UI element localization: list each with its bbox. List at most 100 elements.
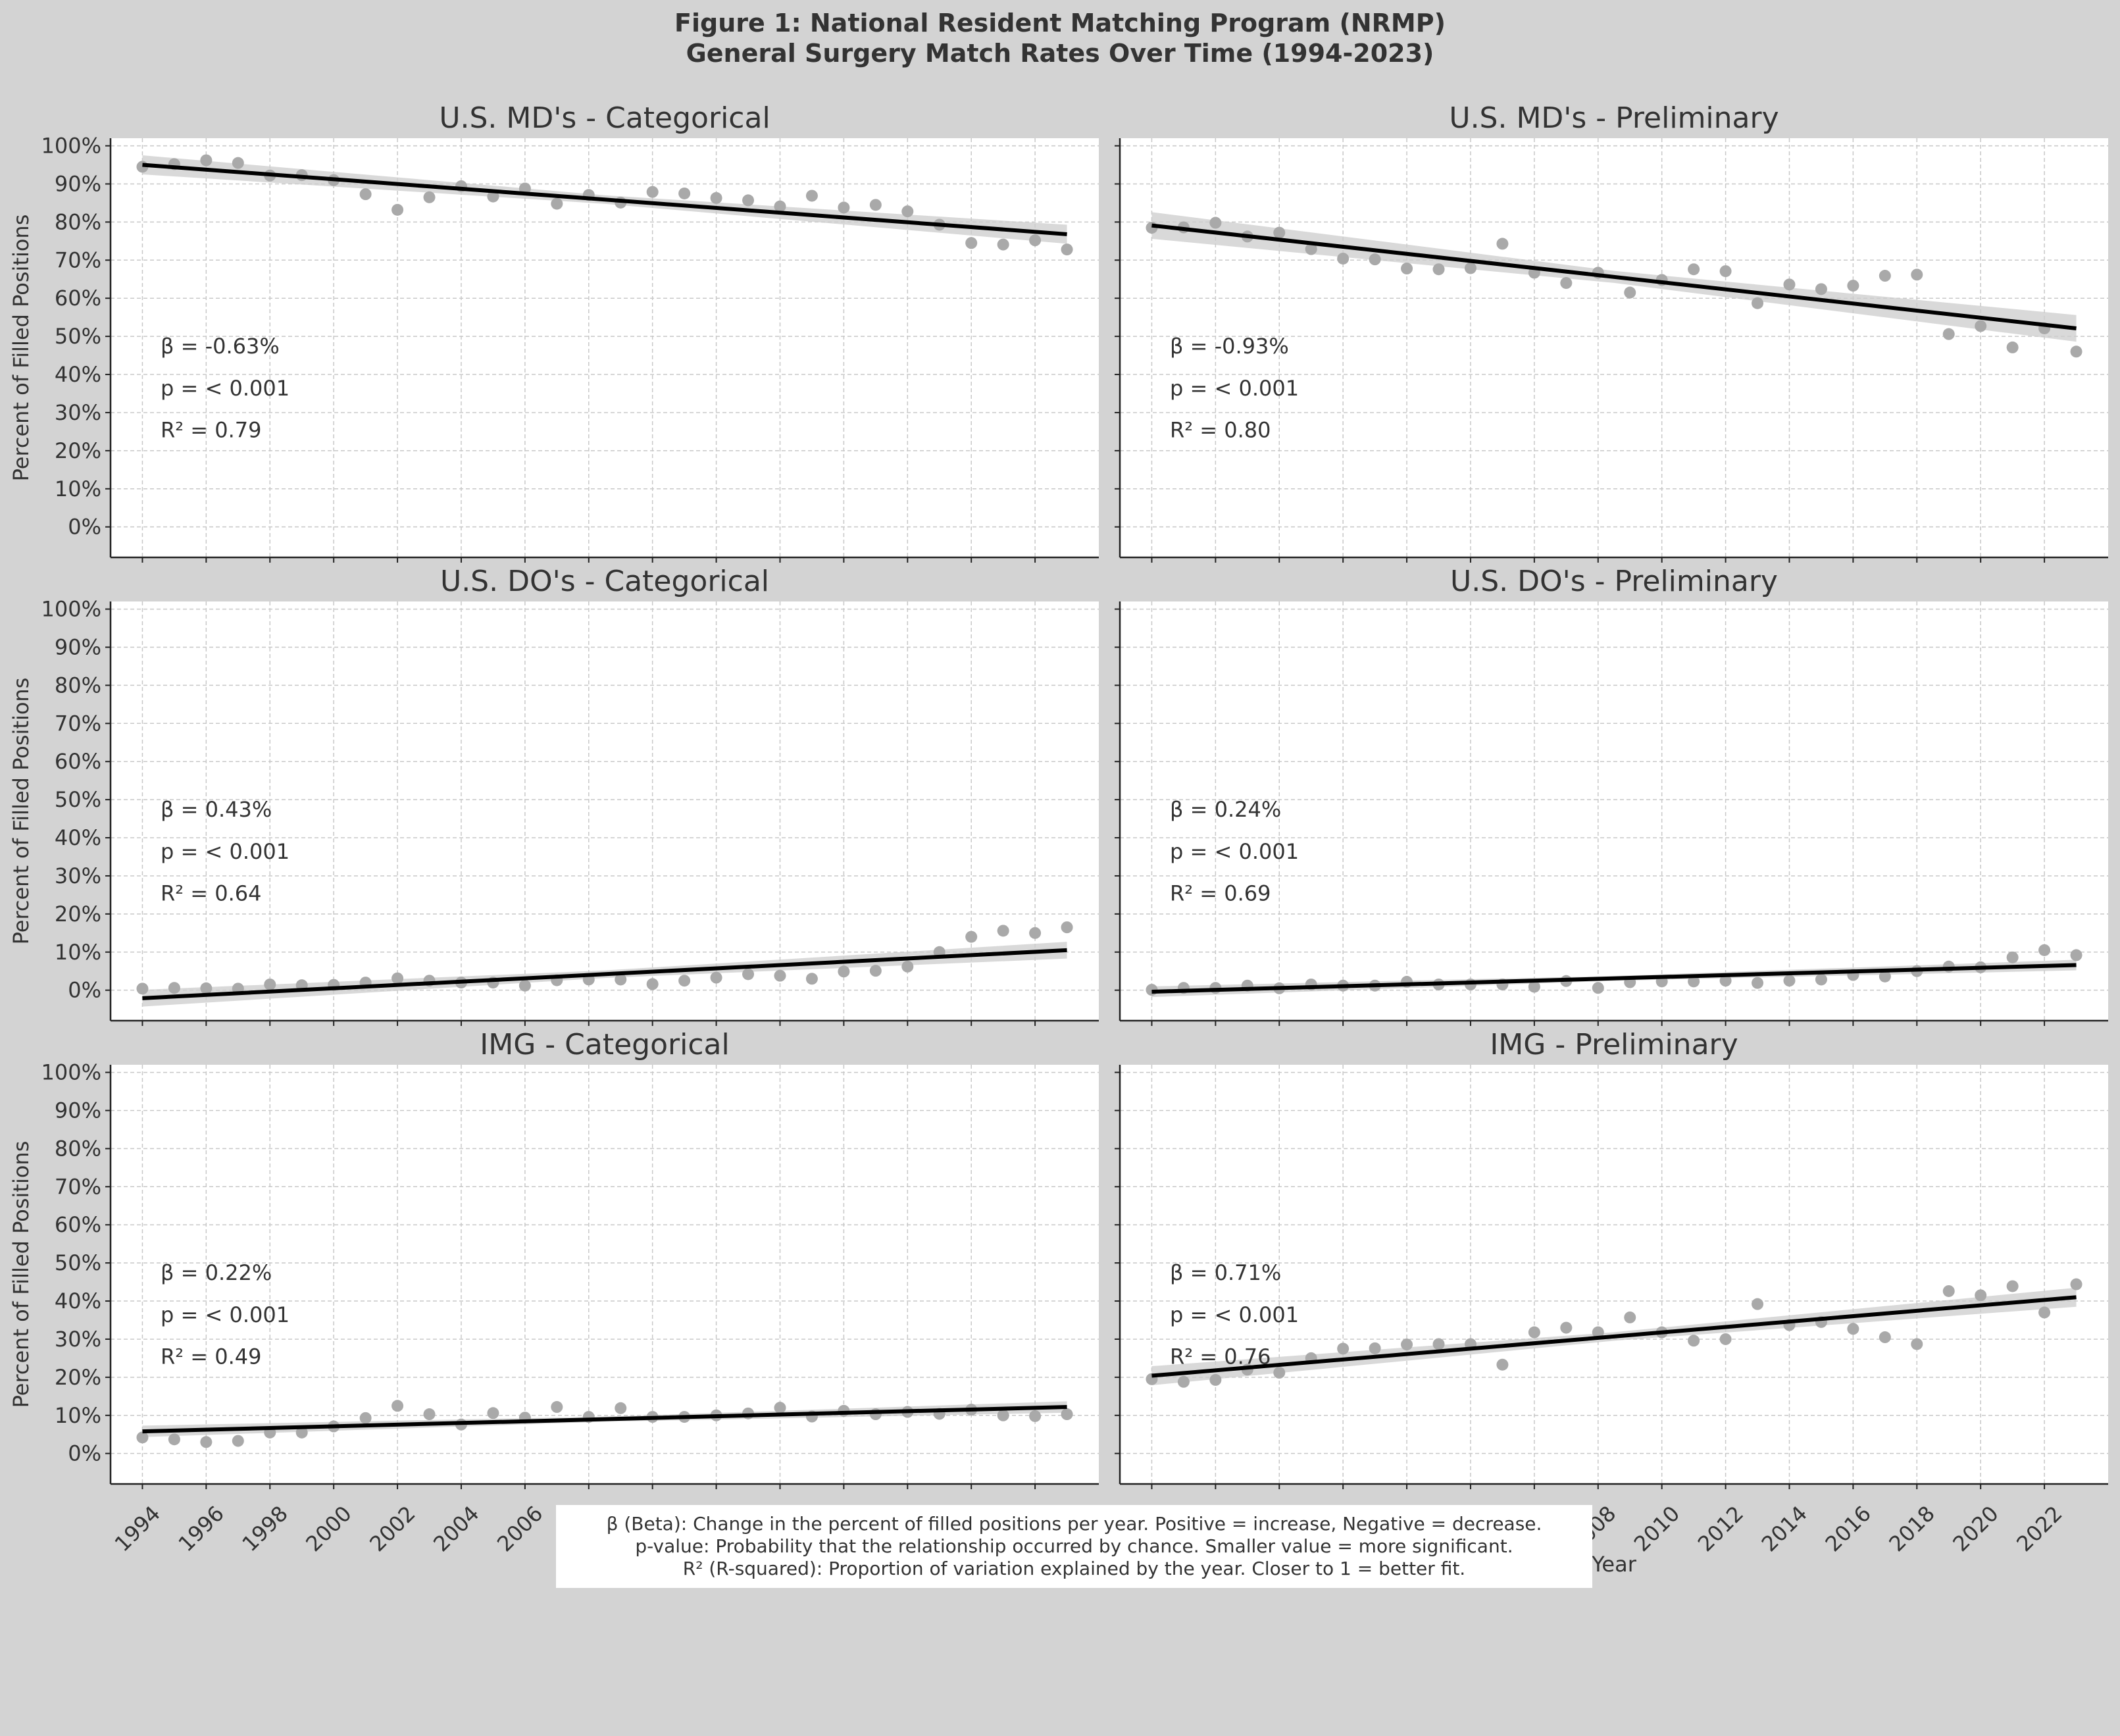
data-point [1337,252,1350,265]
data-point [1029,234,1042,247]
data-point [774,1402,786,1414]
data-point [1847,280,1859,292]
data-point [1688,263,1700,276]
data-point [1401,1339,1413,1351]
data-point [2006,1280,2019,1292]
data-point [1592,1326,1604,1339]
data-point [1369,253,1381,266]
panel-title: U.S. MD's - Preliminary [1449,101,1779,135]
figure-title-line1: Figure 1: National Resident Matching Pro… [674,9,1446,38]
data-point [838,965,850,978]
y-tick-label: 20% [55,902,101,927]
panel-2: U.S. MD's - Preliminary β = -0.93% p = < 0… [1115,101,2108,563]
data-point [1688,1335,1700,1347]
stat-pvalue: p = < 0.001 [161,376,290,401]
data-point [1975,320,1987,332]
y-tick-label: 90% [55,171,101,196]
y-tick-label: 0% [68,515,101,540]
stat-r2: R² = 0.69 [1170,881,1271,906]
data-point [1752,1298,1764,1310]
data-point [1879,1331,1891,1344]
data-point [1752,977,1764,989]
y-tick-label: 100% [41,134,101,159]
regression-line [142,948,1067,1000]
data-point [200,982,213,994]
panel-title: IMG - Categorical [480,1028,729,1061]
stat-pvalue: p = < 0.001 [1170,376,1299,401]
regression-line [1151,1295,2077,1378]
data-point [1273,226,1286,239]
y-tick-label: 30% [55,1327,101,1352]
panel-3: 0% 10% 20% 30% 40% 50% 60% 70% 80% 90% 100% U.S. DO… [9,565,1099,1026]
data-point [615,1402,627,1414]
panel-title: IMG - Preliminary [1490,1028,1738,1061]
stat-beta: β = 0.43% [161,797,272,822]
data-point [1815,973,1827,986]
data-point [965,237,978,249]
data-point [774,200,786,213]
x-tick-label: 2020 [1948,1501,2003,1556]
y-tick-label: 70% [55,711,101,736]
y-tick-label: 10% [55,1403,101,1428]
stat-r2: R² = 0.76 [1170,1344,1271,1369]
data-point [2070,949,2082,961]
data-point [487,1407,499,1419]
stat-beta: β = 0.22% [161,1260,272,1285]
data-point [518,979,531,992]
data-point [1464,262,1476,274]
regression-line [142,163,1067,236]
y-tick-label: 50% [55,1250,101,1275]
data-point [1942,328,1955,340]
x-tick-label: 2014 [1757,1501,1812,1556]
y-tick-label: 50% [55,324,101,349]
regression-line [142,1405,1067,1434]
stat-r2: R² = 0.64 [161,881,261,906]
data-point [1496,1358,1509,1371]
figure-title-line2: General Surgery Match Rates Over Time (1… [686,39,1434,68]
data-point [615,973,627,986]
plot-area [1120,601,2108,1021]
stat-pvalue: p = < 0.001 [161,1302,290,1327]
data-point [391,972,404,984]
data-point [551,197,563,210]
panel-title: U.S. MD's - Categorical [439,101,770,135]
data-point [774,969,786,982]
data-point [1783,278,1796,291]
y-tick-label: 40% [55,825,101,850]
y-tick-label: 40% [55,362,101,387]
x-tick-label: 2004 [428,1501,484,1556]
data-point [136,1431,149,1444]
y-tick-label: 0% [68,978,101,1003]
data-point [742,194,755,207]
gridlines [1120,1065,2108,1484]
data-point [1337,1342,1350,1355]
data-point [1719,1333,1732,1345]
stat-beta: β = 0.24% [1170,797,1281,822]
data-point [710,971,722,984]
data-point [838,201,850,214]
data-point [1432,263,1445,276]
data-point [1061,921,1073,934]
y-tick-label: 0% [68,1441,101,1466]
data-point [1560,1321,1573,1334]
data-point [1496,238,1509,250]
y-tick-label: 30% [55,400,101,425]
data-point [646,186,659,198]
data-point [2006,341,2019,353]
stat-r2: R² = 0.80 [1170,418,1271,443]
data-point [997,238,1009,251]
data-point [1783,975,1796,987]
y-tick-label: 60% [55,286,101,311]
data-point [1719,265,1732,278]
data-point [1752,297,1764,309]
data-point [1624,1311,1636,1323]
data-point [1879,270,1891,282]
data-point [646,978,659,990]
data-point [423,1408,436,1421]
legend-line-beta: β (Beta): Change in the percent of fille… [606,1513,1542,1535]
y-tick-label: 70% [55,1174,101,1199]
data-point [1209,217,1222,229]
data-point [742,968,755,981]
data-point [1592,982,1604,994]
y-tick-label: 20% [55,438,101,463]
